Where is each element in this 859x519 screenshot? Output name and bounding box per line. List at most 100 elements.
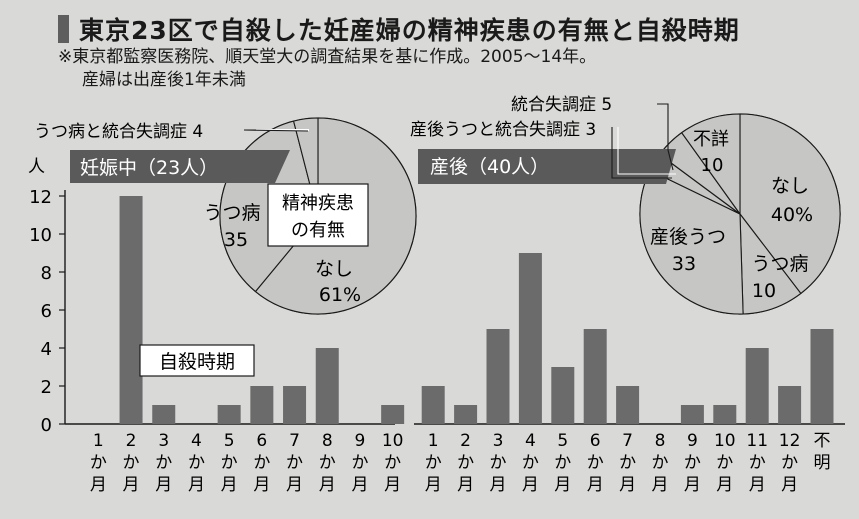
x-tick-label: 8 [322, 431, 333, 451]
bar-postpartum [778, 386, 802, 424]
x-tick-label: か [253, 453, 270, 473]
bar-postpartum [810, 329, 834, 424]
x-tick-label: 月 [522, 475, 539, 495]
x-tick-label: か [554, 453, 571, 473]
x-tick-label: 明 [814, 453, 831, 473]
x-tick-label: 月 [619, 475, 636, 495]
bar-pregnancy [283, 386, 307, 424]
bar-pregnancy [381, 405, 405, 424]
x-tick-label: 月 [351, 475, 368, 495]
x-tick-label: か [684, 453, 701, 473]
x-tick-label: 9 [687, 431, 698, 451]
x-tick-label: か [587, 453, 604, 473]
x-tick-label: か [221, 453, 238, 473]
callout-label: うつ病と統合失調症 4 [34, 122, 203, 142]
x-tick-label: か [490, 453, 507, 473]
pie-postpartum-slice [639, 169, 744, 315]
slice-value: 33 [672, 253, 696, 275]
x-tick-label: 不 [814, 431, 831, 451]
source-note: ※東京都監察医務院、順天堂大の調査結果を基に作成。2005～14年。 [58, 47, 597, 67]
slice-label: なし [771, 175, 809, 197]
x-tick-label: 10 [714, 431, 736, 451]
bar-postpartum [713, 405, 737, 424]
slice-label: 不詳 [693, 129, 729, 150]
x-tick-label: 月 [221, 475, 238, 495]
x-tick-label: 月 [457, 475, 474, 495]
x-tick-label: 月 [155, 475, 172, 495]
x-tick-label: 月 [319, 475, 336, 495]
x-tick-label: 月 [684, 475, 701, 495]
bar-postpartum [680, 405, 704, 424]
x-tick-label: 7 [622, 431, 633, 451]
x-tick-label: か [351, 453, 368, 473]
x-tick-label: 2 [460, 431, 471, 451]
y-tick-label: 12 [29, 187, 52, 208]
x-tick-label: か [384, 453, 401, 473]
callout-leader [611, 127, 672, 179]
x-tick-label: か [155, 453, 172, 473]
bar-postpartum [454, 405, 478, 424]
title-marker [58, 15, 69, 43]
slice-label: うつ病 [751, 253, 808, 275]
x-tick-label: か [619, 453, 636, 473]
bar-postpartum [551, 367, 575, 424]
y-tick-label: 4 [41, 339, 52, 360]
x-tick-label: 月 [286, 475, 303, 495]
panel-label-postpartum: 産後（40人） [430, 156, 549, 178]
x-tick-label: 6 [590, 431, 601, 451]
title-row: 東京23区で自殺した妊産婦の精神疾患の有無と自殺時期 [58, 12, 848, 46]
y-axis-unit: 人 [28, 157, 45, 177]
slice-label: うつ病 [203, 202, 260, 224]
x-tick-label: 7 [289, 431, 300, 451]
x-tick-label: 月 [716, 475, 733, 495]
panel-label-pregnancy: 妊娠中（23人） [80, 157, 218, 179]
callout-leader [657, 103, 674, 171]
y-tick-label: 6 [41, 301, 52, 322]
y-tick-label: 10 [29, 225, 52, 246]
bar-postpartum [486, 329, 510, 424]
x-tick-label: か [716, 453, 733, 473]
slice-value: 40% [771, 204, 813, 226]
inset-label-box [139, 344, 255, 377]
slice-value: 10 [701, 155, 724, 176]
x-tick-label: か [90, 453, 107, 473]
x-tick-label: 月 [425, 475, 442, 495]
x-tick-label: 月 [749, 475, 766, 495]
panel-header-pregnancy [70, 150, 290, 183]
x-tick-label: 1 [428, 431, 439, 451]
bar-postpartum [421, 386, 445, 424]
pie-center-label: の有無 [291, 220, 345, 241]
x-tick-label: 月 [652, 475, 669, 495]
slice-value: 10 [752, 280, 776, 302]
x-tick-label: 月 [253, 475, 270, 495]
x-tick-label: 2 [126, 431, 137, 451]
x-tick-label: 9 [355, 431, 366, 451]
bar-postpartum [616, 386, 640, 424]
x-tick-label: 月 [384, 475, 401, 495]
chart-title: 東京23区で自殺した妊産婦の精神疾患の有無と自殺時期 [79, 16, 740, 45]
x-tick-label: か [749, 453, 766, 473]
bar-postpartum [583, 329, 607, 424]
x-tick-label: か [188, 453, 205, 473]
callout-leader [243, 129, 309, 132]
slice-label: 産後うつ [650, 226, 726, 248]
x-tick-label: か [123, 453, 140, 473]
x-tick-label: 12 [779, 431, 801, 451]
y-tick-label: 8 [41, 263, 52, 284]
x-tick-label: 5 [557, 431, 568, 451]
definition-note: 産婦は出産後1年未満 [82, 70, 246, 90]
x-tick-label: 11 [746, 431, 768, 451]
x-tick-label: 3 [493, 431, 504, 451]
inset-label: 自殺時期 [159, 351, 235, 373]
slice-value: 35 [224, 229, 248, 251]
callout-label: 産後うつと統合失調症 3 [410, 120, 596, 140]
x-tick-label: 4 [525, 431, 536, 451]
pie-postpartum-slice [680, 113, 741, 216]
bar-pregnancy [315, 348, 339, 424]
pie-center-box [267, 183, 369, 247]
y-tick-label: 2 [41, 377, 52, 398]
pie-center-label: 精神疾患 [282, 193, 354, 214]
x-tick-label: 6 [256, 431, 267, 451]
bar-pregnancy [152, 405, 176, 424]
callout-label: 統合失調症 5 [511, 95, 612, 115]
